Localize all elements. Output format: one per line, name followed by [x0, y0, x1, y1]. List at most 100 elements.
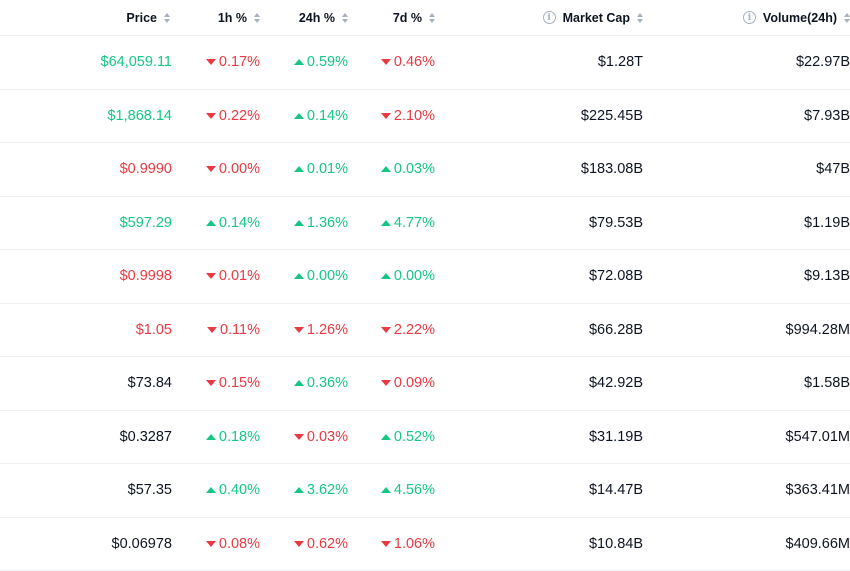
- caret-up-icon: [381, 166, 391, 172]
- header-1h-label: 1h %: [218, 11, 247, 25]
- change-7d-value: 0.03%: [394, 161, 435, 177]
- sort-icon: [429, 13, 435, 23]
- change-1h: 0.11%: [180, 304, 260, 357]
- price-cell: $73.84: [0, 357, 172, 410]
- header-24h-change[interactable]: 24h %: [268, 0, 348, 35]
- sort-icon: [164, 13, 170, 23]
- caret-up-icon: [294, 59, 304, 65]
- change-7d: 2.10%: [355, 90, 435, 143]
- table-row[interactable]: $0.3287 0.18% 0.03% 0.52% $31.19B $547.01M: [0, 411, 850, 465]
- market-cap-value: $66.28B: [589, 322, 643, 338]
- volume-value: $9.13B: [804, 268, 850, 284]
- market-cap-cell: $66.28B: [470, 304, 643, 357]
- volume-value: $363.41M: [786, 482, 850, 498]
- price-value: $73.84: [128, 375, 172, 391]
- caret-up-icon: [294, 380, 304, 386]
- change-1h: 0.08%: [180, 518, 260, 571]
- header-volume[interactable]: i Volume(24h): [660, 0, 850, 35]
- caret-up-icon: [294, 487, 304, 493]
- market-cap-value: $72.08B: [589, 268, 643, 284]
- change-1h-value: 0.01%: [219, 268, 260, 284]
- change-24h: 0.03%: [268, 411, 348, 464]
- header-market-cap-label: Market Cap: [563, 11, 630, 25]
- caret-down-icon: [207, 327, 217, 333]
- change-7d-value: 0.52%: [394, 429, 435, 445]
- change-24h-value: 1.26%: [307, 322, 348, 338]
- change-1h: 0.18%: [180, 411, 260, 464]
- caret-down-icon: [206, 59, 216, 65]
- sort-icon: [342, 13, 348, 23]
- header-7d-change[interactable]: 7d %: [355, 0, 435, 35]
- change-24h: 1.36%: [268, 197, 348, 250]
- change-7d-value: 4.56%: [394, 482, 435, 498]
- volume-value: $409.66M: [786, 536, 850, 552]
- caret-up-icon: [381, 273, 391, 279]
- header-1h-change[interactable]: 1h %: [180, 0, 260, 35]
- market-cap-value: $10.84B: [589, 536, 643, 552]
- change-1h-value: 0.08%: [219, 536, 260, 552]
- header-volume-label: Volume(24h): [763, 11, 837, 25]
- info-icon[interactable]: i: [743, 11, 756, 24]
- change-1h-value: 0.00%: [219, 161, 260, 177]
- change-24h: 1.26%: [268, 304, 348, 357]
- change-7d-value: 2.22%: [394, 322, 435, 338]
- caret-up-icon: [294, 220, 304, 226]
- change-24h: 0.59%: [268, 36, 348, 89]
- price-cell: $57.35: [0, 464, 172, 517]
- change-24h: 3.62%: [268, 464, 348, 517]
- change-1h-value: 0.11%: [220, 322, 260, 338]
- change-24h: 0.00%: [268, 250, 348, 303]
- price-cell: $1,868.14: [0, 90, 172, 143]
- caret-down-icon: [381, 59, 391, 65]
- volume-cell: $409.66M: [660, 518, 850, 571]
- caret-down-icon: [294, 434, 304, 440]
- volume-cell: $547.01M: [660, 411, 850, 464]
- header-price[interactable]: Price: [0, 0, 170, 35]
- change-1h: 0.01%: [180, 250, 260, 303]
- price-value: $0.06978: [112, 536, 172, 552]
- price-cell: $64,059.11: [0, 36, 172, 89]
- price-cell: $597.29: [0, 197, 172, 250]
- change-1h: 0.17%: [180, 36, 260, 89]
- volume-value: $547.01M: [786, 429, 850, 445]
- caret-down-icon: [381, 327, 391, 333]
- table-row[interactable]: $0.06978 0.08% 0.62%1.06% $10.84B $409.66M: [0, 518, 850, 571]
- change-1h-value: 0.18%: [219, 429, 260, 445]
- caret-down-icon: [206, 541, 216, 547]
- change-24h-value: 0.36%: [307, 375, 348, 391]
- price-value: $0.3287: [120, 429, 172, 445]
- price-value: $0.9990: [120, 161, 172, 177]
- volume-value: $22.97B: [796, 54, 850, 70]
- table-row[interactable]: $1.05 0.11% 1.26% 2.22% $66.28B $994.28M: [0, 304, 850, 358]
- volume-cell: $1.19B: [660, 197, 850, 250]
- market-cap-value: $31.19B: [589, 429, 643, 445]
- caret-up-icon: [206, 220, 216, 226]
- market-cap-cell: $14.47B: [470, 464, 643, 517]
- change-7d: 0.09%: [355, 357, 435, 410]
- price-cell: $0.06978: [0, 518, 172, 571]
- price-value: $597.29: [120, 215, 172, 231]
- market-cap-cell: $1.28T: [470, 36, 643, 89]
- header-market-cap[interactable]: i Market Cap: [470, 0, 643, 35]
- price-cell: $1.05: [0, 304, 172, 357]
- volume-cell: $994.28M: [660, 304, 850, 357]
- volume-cell: $7.93B: [660, 90, 850, 143]
- change-7d: 1.06%: [355, 518, 435, 571]
- info-icon[interactable]: i: [543, 11, 556, 24]
- change-24h-value: 0.01%: [307, 161, 348, 177]
- market-cap-value: $14.47B: [589, 482, 643, 498]
- change-1h: 0.00%: [180, 143, 260, 196]
- change-24h: 0.62%: [268, 518, 348, 571]
- caret-down-icon: [294, 327, 304, 333]
- sort-icon: [844, 13, 850, 23]
- change-1h-value: 0.14%: [219, 215, 260, 231]
- price-value: $64,059.11: [101, 54, 173, 70]
